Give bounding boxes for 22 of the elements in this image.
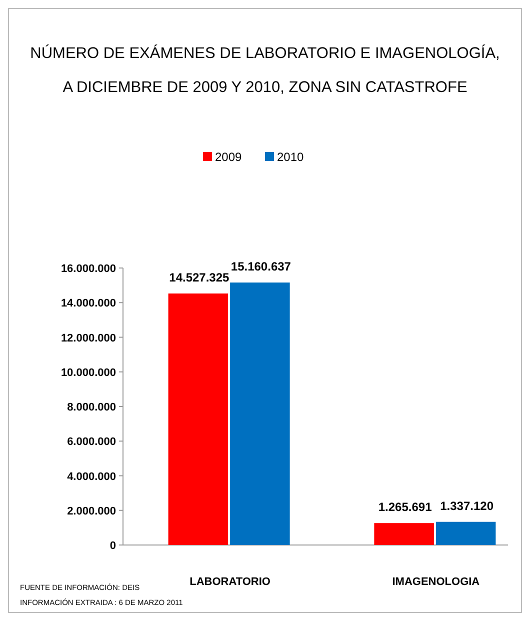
legend-label: 2009 — [215, 150, 242, 164]
bar — [374, 523, 434, 545]
x-tick-label: IMAGENOLOGIA — [392, 576, 480, 588]
x-tick-label: LABORATORIO — [190, 576, 271, 588]
data-label: 14.527.325 — [169, 270, 230, 284]
y-tick-label: 2.000.000 — [67, 505, 116, 518]
bar — [168, 293, 228, 545]
legend-label: 2010 — [277, 150, 304, 164]
y-tick-label: 14.000.000 — [60, 298, 116, 310]
data-label: 1.337.120 — [440, 498, 494, 513]
bar — [230, 282, 290, 545]
y-tick-label: 6.000.000 — [67, 436, 116, 448]
chart-title: NÚMERO DE EXÁMENES DE LABORATORIO E IMAGENOLOGÍA, A DICIEMBRE DE 2009 Y 2010, ZONA SIN CATASTROFE — [30, 44, 500, 96]
y-tick-label: 8.000.000 — [67, 402, 116, 414]
y-tick-label: 16.000.000 — [60, 263, 116, 275]
y-tick-label: 4.000.000 — [67, 470, 116, 483]
data-label: 1.265.691 — [378, 500, 432, 514]
data-label: 15.160.637 — [230, 260, 292, 274]
bar — [436, 522, 496, 545]
y-tick-label: 12.000.000 — [60, 332, 116, 344]
y-tick-label: 10.000.000 — [60, 366, 116, 379]
y-tick-label: 0 — [110, 540, 116, 552]
